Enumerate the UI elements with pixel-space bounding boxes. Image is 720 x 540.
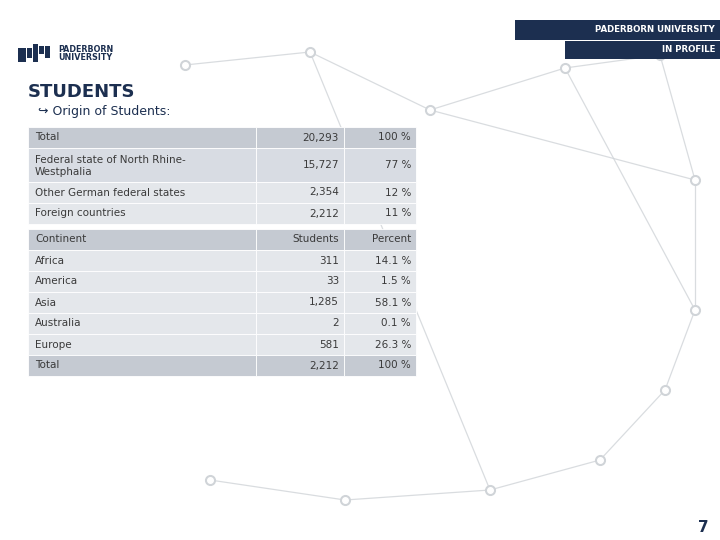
Text: Percent: Percent	[372, 234, 411, 245]
Text: 14.1 %: 14.1 %	[374, 255, 411, 266]
FancyBboxPatch shape	[39, 46, 44, 54]
Text: 2,354: 2,354	[309, 187, 339, 198]
Text: 11 %: 11 %	[384, 208, 411, 219]
FancyBboxPatch shape	[344, 313, 416, 334]
Text: 100 %: 100 %	[378, 132, 411, 143]
FancyBboxPatch shape	[256, 127, 344, 148]
FancyBboxPatch shape	[28, 355, 256, 376]
FancyBboxPatch shape	[565, 41, 720, 59]
Text: 100 %: 100 %	[378, 361, 411, 370]
FancyBboxPatch shape	[344, 127, 416, 148]
FancyBboxPatch shape	[256, 292, 344, 313]
FancyBboxPatch shape	[27, 48, 32, 58]
Text: 581: 581	[319, 340, 339, 349]
FancyBboxPatch shape	[515, 20, 720, 40]
FancyBboxPatch shape	[256, 313, 344, 334]
Text: 311: 311	[319, 255, 339, 266]
FancyBboxPatch shape	[28, 229, 256, 250]
FancyBboxPatch shape	[33, 44, 38, 62]
FancyBboxPatch shape	[344, 148, 416, 182]
Text: 33: 33	[325, 276, 339, 287]
FancyBboxPatch shape	[28, 182, 256, 203]
FancyBboxPatch shape	[256, 229, 344, 250]
FancyBboxPatch shape	[256, 355, 344, 376]
Text: 1,285: 1,285	[309, 298, 339, 307]
Text: ↪ Origin of Students:: ↪ Origin of Students:	[38, 105, 171, 118]
Text: Australia: Australia	[35, 319, 81, 328]
FancyBboxPatch shape	[344, 203, 416, 224]
Text: 0.1 %: 0.1 %	[382, 319, 411, 328]
Text: Continent: Continent	[35, 234, 86, 245]
FancyBboxPatch shape	[28, 127, 256, 148]
FancyBboxPatch shape	[344, 229, 416, 250]
Text: STUDENTS: STUDENTS	[28, 83, 135, 101]
Text: Africa: Africa	[35, 255, 65, 266]
Text: PADERBORN UNIVERSITY: PADERBORN UNIVERSITY	[595, 25, 715, 35]
FancyBboxPatch shape	[344, 250, 416, 271]
FancyBboxPatch shape	[256, 203, 344, 224]
FancyBboxPatch shape	[256, 250, 344, 271]
FancyBboxPatch shape	[28, 313, 256, 334]
Text: 77 %: 77 %	[384, 160, 411, 170]
Text: 2: 2	[333, 319, 339, 328]
Text: 15,727: 15,727	[302, 160, 339, 170]
FancyBboxPatch shape	[256, 271, 344, 292]
Text: 7: 7	[698, 521, 708, 536]
Text: 58.1 %: 58.1 %	[374, 298, 411, 307]
Text: 20,293: 20,293	[302, 132, 339, 143]
Text: Europe: Europe	[35, 340, 71, 349]
FancyBboxPatch shape	[45, 46, 50, 58]
Text: Asia: Asia	[35, 298, 57, 307]
Text: 2,212: 2,212	[309, 361, 339, 370]
FancyBboxPatch shape	[28, 334, 256, 355]
FancyBboxPatch shape	[28, 203, 256, 224]
FancyBboxPatch shape	[28, 292, 256, 313]
Text: America: America	[35, 276, 78, 287]
Text: PADERBORN: PADERBORN	[58, 44, 113, 53]
Text: 2,212: 2,212	[309, 208, 339, 219]
Text: UNIVERSITY: UNIVERSITY	[58, 52, 112, 62]
FancyBboxPatch shape	[18, 48, 26, 62]
Text: Federal state of North Rhine-: Federal state of North Rhine-	[35, 155, 186, 165]
Text: Foreign countries: Foreign countries	[35, 208, 125, 219]
FancyBboxPatch shape	[344, 182, 416, 203]
Text: 1.5 %: 1.5 %	[382, 276, 411, 287]
FancyBboxPatch shape	[256, 182, 344, 203]
FancyBboxPatch shape	[256, 148, 344, 182]
Text: Other German federal states: Other German federal states	[35, 187, 185, 198]
Text: Total: Total	[35, 132, 59, 143]
Text: 26.3 %: 26.3 %	[374, 340, 411, 349]
FancyBboxPatch shape	[344, 355, 416, 376]
Text: Westphalia: Westphalia	[35, 167, 93, 177]
FancyBboxPatch shape	[344, 334, 416, 355]
FancyBboxPatch shape	[28, 148, 256, 182]
Text: Total: Total	[35, 361, 59, 370]
FancyBboxPatch shape	[28, 271, 256, 292]
Text: 12 %: 12 %	[384, 187, 411, 198]
FancyBboxPatch shape	[344, 271, 416, 292]
Text: IN PROFILE: IN PROFILE	[662, 45, 715, 55]
Text: Students: Students	[292, 234, 339, 245]
FancyBboxPatch shape	[28, 250, 256, 271]
FancyBboxPatch shape	[344, 292, 416, 313]
FancyBboxPatch shape	[256, 334, 344, 355]
